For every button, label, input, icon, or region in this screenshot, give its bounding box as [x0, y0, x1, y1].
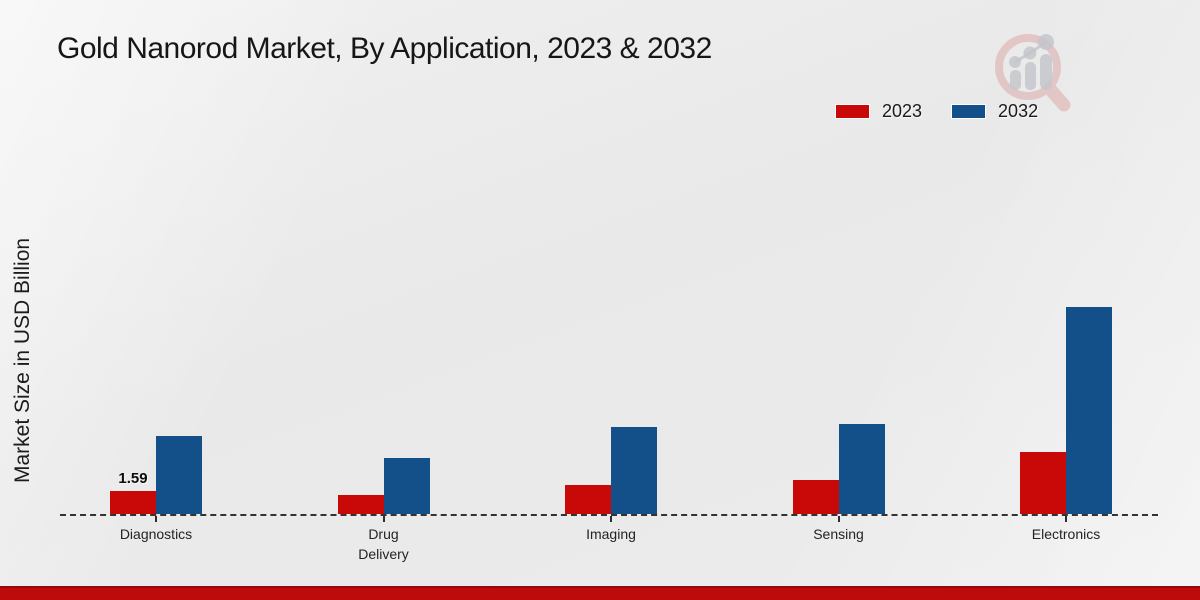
bottom-accent-strip: [0, 586, 1200, 600]
legend-swatch-2032: [951, 104, 987, 119]
bar-2032-sensing: [838, 424, 885, 514]
category-label-imaging: Imaging: [586, 526, 636, 542]
x-axis-tick-sensing: [837, 516, 840, 522]
bar-2032-imaging: [611, 427, 657, 514]
chart-title: Gold Nanorod Market, By Application, 202…: [57, 32, 712, 65]
legend: 2023 2032: [835, 101, 1039, 122]
bar-2023-sensing: [792, 480, 839, 514]
bar-2032-drug-delivery: [383, 458, 430, 514]
magnifier-chart-logo-icon: [995, 34, 1071, 112]
category-label-drug-delivery: Drug Delivery: [358, 526, 409, 563]
bar-2023-electronics: [1020, 452, 1066, 514]
bar-2032-electronics: [1066, 307, 1112, 514]
bar-2032-diagnostics: [156, 436, 202, 514]
legend-item-2023: 2023: [835, 101, 923, 122]
legend-label-2032: 2032: [998, 101, 1039, 121]
x-axis-tick-diagnostics: [155, 516, 157, 522]
x-axis-baseline: [60, 514, 1158, 516]
bar-2023-imaging: [565, 485, 611, 514]
legend-swatch-2023: [835, 104, 870, 119]
bar-2023-drug-delivery: [337, 495, 384, 514]
category-label-diagnostics: Diagnostics: [119, 526, 193, 542]
data-label-2023-diagnostics: 1.59: [118, 470, 148, 487]
x-axis-tick-imaging: [610, 516, 612, 522]
category-label-sensing: Sensing: [813, 526, 864, 542]
x-axis-tick-electronics: [1065, 516, 1067, 522]
category-label-electronics: Electronics: [1031, 526, 1101, 542]
legend-label-2023: 2023: [882, 101, 923, 121]
legend-item-2032: 2032: [951, 101, 1039, 122]
bar-2023-diagnostics: [110, 491, 156, 514]
x-axis-tick-drug-delivery: [382, 516, 385, 522]
